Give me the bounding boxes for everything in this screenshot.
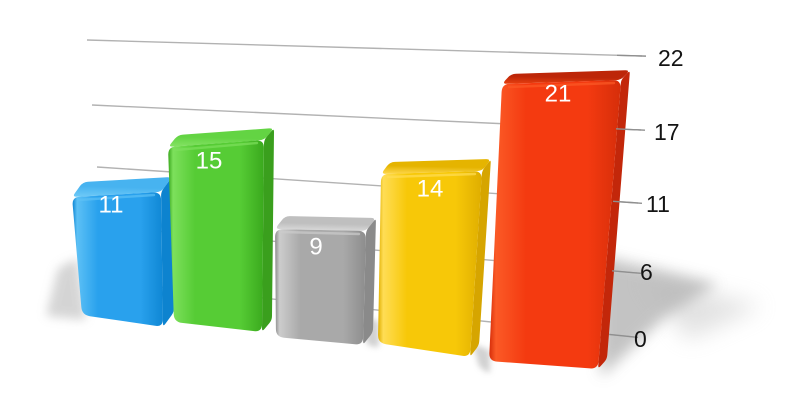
bar-shadow — [641, 276, 761, 339]
y-axis-tick — [615, 128, 646, 131]
bar-top-face — [276, 216, 375, 231]
y-axis-label: 6 — [640, 259, 653, 285]
bar-top-face — [73, 177, 171, 197]
bar-gray: 9 — [275, 216, 376, 345]
bar-side-face — [470, 160, 491, 356]
bar-side-face — [363, 219, 376, 344]
y-axis-label: 11 — [646, 191, 670, 217]
bar-shadow — [473, 344, 490, 373]
bar-top-highlight — [386, 172, 477, 179]
bar-top-highlight — [173, 141, 259, 152]
bar-value-label: 11 — [99, 192, 124, 219]
bar-front-face — [72, 192, 163, 326]
y-axis-tick — [612, 270, 642, 275]
bar-green: 15 — [168, 128, 274, 332]
bar-value-label: 21 — [545, 81, 572, 108]
bar-shadow — [46, 259, 86, 320]
y-axis-tick — [613, 200, 643, 204]
gridline — [86, 39, 643, 57]
bar-top-face — [169, 128, 273, 147]
bar-value-label: 15 — [196, 148, 223, 175]
bar-top-highlight — [77, 193, 156, 202]
bar-side-face — [262, 129, 274, 331]
bar-blue: 11 — [72, 177, 174, 326]
y-axis-label: 22 — [658, 45, 684, 71]
bar-value-label: 14 — [417, 176, 444, 203]
bar-yellow: 14 — [378, 159, 491, 356]
bar-side-face — [598, 71, 630, 368]
bar-top-face — [503, 70, 629, 84]
bar-top-face — [382, 159, 490, 174]
bar-value-label: 9 — [309, 234, 322, 261]
y-axis-label: 17 — [654, 119, 680, 145]
y-axis-label: 0 — [634, 326, 647, 352]
bar-front-face — [489, 80, 621, 369]
bar-front-face — [168, 140, 264, 332]
y-axis-tick — [609, 333, 639, 339]
y-axis-tick — [616, 54, 647, 57]
bar-top-highlight — [280, 230, 361, 236]
bar-top-highlight — [507, 81, 616, 89]
bar-red: 21 — [489, 70, 630, 369]
bar-shadow — [599, 256, 717, 376]
bar-front-face — [378, 171, 482, 356]
bar-front-face — [275, 229, 366, 345]
